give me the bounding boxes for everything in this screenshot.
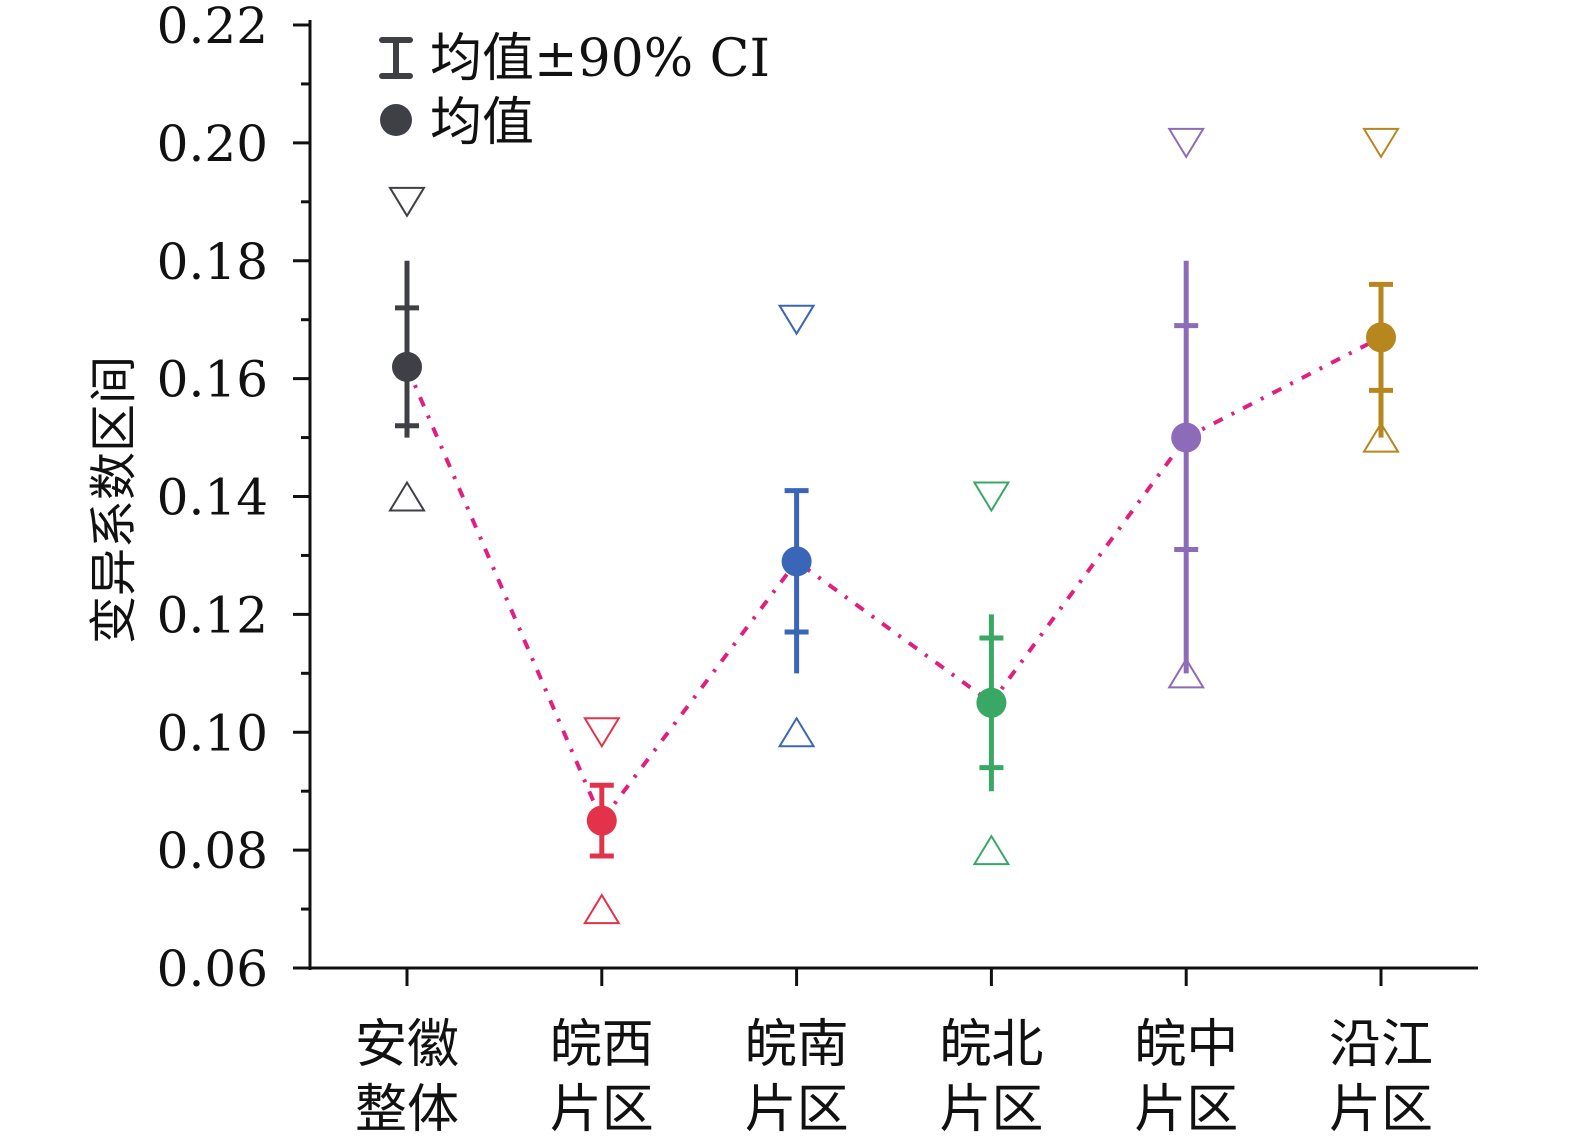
y-tick-label: 0.06 [157, 940, 268, 998]
x-tick-label-line1: 皖南 [745, 1015, 849, 1075]
y-tick-label: 0.08 [157, 822, 268, 880]
y-tick-label: 0.18 [157, 233, 268, 291]
mean-trend-line [405, 335, 1382, 825]
legend-label-mean: 均值 [430, 93, 534, 153]
triangle-up-marker [388, 480, 426, 512]
triangle-up-marker [1362, 421, 1400, 453]
triangle-down-marker [388, 186, 426, 218]
legend: 均值±90% CI 均值 [379, 29, 770, 153]
x-tick-label-line1: 皖中 [1134, 1015, 1238, 1075]
y-tick-label: 0.12 [157, 586, 268, 644]
x-tick-label-line2: 片区 [745, 1080, 849, 1140]
trend-line-group [405, 335, 1382, 825]
y-tick-label: 0.14 [157, 469, 268, 527]
x-tick-label-line1: 皖北 [939, 1015, 1043, 1075]
mean-point [586, 805, 617, 836]
legend-errorbar-icon [379, 37, 413, 79]
triangle-up-marker [777, 716, 816, 748]
mean-point [392, 351, 422, 382]
legend-dot-icon [380, 104, 412, 136]
y-axis-label: 变异系数区间 [86, 356, 142, 644]
y-tick-label: 0.16 [157, 351, 268, 409]
triangle-down-marker [972, 481, 1011, 513]
triangle-up-marker [583, 893, 621, 925]
marks-group [388, 127, 1400, 925]
x-tick-label-line2: 片区 [939, 1080, 1043, 1140]
y-tick-label: 0.10 [157, 704, 268, 762]
category-group [972, 481, 1011, 866]
category-group [1362, 127, 1400, 453]
x-tick-label-line2: 片区 [1134, 1080, 1238, 1140]
triangle-down-marker [777, 304, 816, 336]
mean-point [781, 546, 812, 577]
category-group [777, 304, 816, 748]
x-tick-label-line2: 片区 [550, 1080, 654, 1140]
triangle-down-marker [1362, 127, 1400, 159]
mean-point [976, 687, 1007, 718]
triangle-up-marker [1167, 657, 1205, 689]
y-tick-label: 0.22 [157, 0, 268, 55]
mean-point [1366, 322, 1396, 353]
triangle-down-marker [583, 717, 621, 749]
mean-point [1171, 422, 1202, 453]
axes: 0.06 0.08 0.10 0.12 0.14 0.16 0.18 0.20 0.22 安徽整体… [157, 0, 1478, 1140]
y-tick-label: 0.20 [157, 115, 268, 173]
x-tick-label-line1: 沿江 [1329, 1015, 1433, 1075]
category-group [1167, 127, 1205, 689]
legend-label-ci: 均值±90% CI [430, 29, 770, 89]
x-tick-label-line1: 安徽 [355, 1015, 459, 1075]
triangle-down-marker [1167, 127, 1205, 159]
category-group [583, 717, 621, 925]
x-tick-label-line2: 整体 [355, 1080, 459, 1140]
category-group [388, 186, 426, 512]
x-tick-label-line2: 片区 [1329, 1080, 1433, 1140]
triangle-up-marker [972, 834, 1011, 866]
x-tick-label-line1: 皖西 [550, 1015, 654, 1075]
